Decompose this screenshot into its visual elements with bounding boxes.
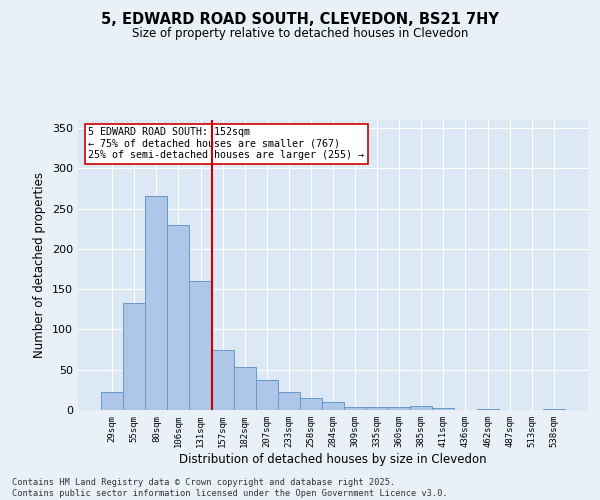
Bar <box>190 281 212 410</box>
Bar <box>322 402 344 410</box>
Bar <box>366 407 388 410</box>
Bar <box>278 392 300 410</box>
Text: 5 EDWARD ROAD SOUTH: 152sqm
← 75% of detached houses are smaller (767)
25% of se: 5 EDWARD ROAD SOUTH: 152sqm ← 75% of det… <box>88 127 364 160</box>
Bar <box>433 408 454 410</box>
Bar <box>233 366 256 410</box>
X-axis label: Distribution of detached houses by size in Clevedon: Distribution of detached houses by size … <box>179 452 487 466</box>
Bar <box>476 409 499 410</box>
Text: Size of property relative to detached houses in Clevedon: Size of property relative to detached ho… <box>132 28 468 40</box>
Text: Contains HM Land Registry data © Crown copyright and database right 2025.
Contai: Contains HM Land Registry data © Crown c… <box>12 478 448 498</box>
Bar <box>344 407 366 410</box>
Text: 5, EDWARD ROAD SOUTH, CLEVEDON, BS21 7HY: 5, EDWARD ROAD SOUTH, CLEVEDON, BS21 7HY <box>101 12 499 28</box>
Bar <box>145 196 167 410</box>
Bar <box>388 407 410 410</box>
Bar <box>300 398 322 410</box>
Bar <box>123 303 145 410</box>
Bar <box>167 224 190 410</box>
Bar <box>410 406 433 410</box>
Bar <box>101 392 123 410</box>
Y-axis label: Number of detached properties: Number of detached properties <box>34 172 46 358</box>
Bar <box>212 350 233 410</box>
Bar <box>256 380 278 410</box>
Bar <box>543 409 565 410</box>
